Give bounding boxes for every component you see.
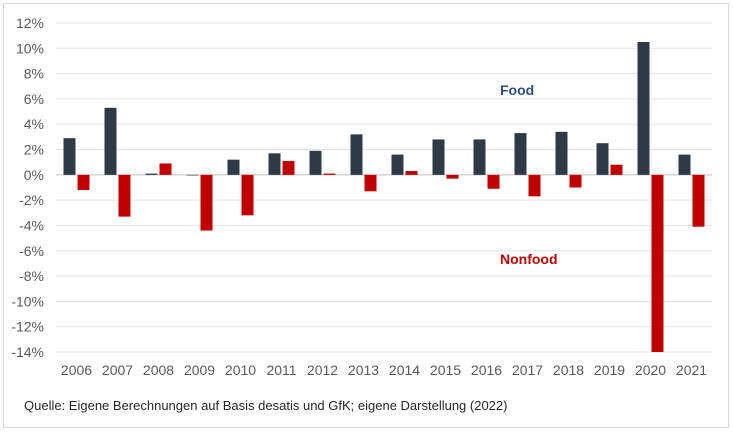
y-tick-label: -12% xyxy=(11,319,44,335)
y-tick-label: -6% xyxy=(19,243,44,259)
x-tick-label: 2009 xyxy=(184,362,215,378)
bar-food-2008 xyxy=(145,173,158,175)
x-tick-label: 2010 xyxy=(225,362,256,378)
y-axis-ticks: 12% 10% 8% 6% 4% 2% 0% -2% -4% -6% -8% -10% -12% -14% xyxy=(11,15,44,360)
x-tick-label: 2017 xyxy=(512,362,543,378)
y-tick-label: -14% xyxy=(11,344,44,360)
bar-nonfood-2018 xyxy=(569,174,582,188)
bar-food-2010 xyxy=(227,159,240,175)
bar-nonfood-2015 xyxy=(446,174,459,179)
bar-food-2007 xyxy=(104,107,117,175)
x-tick-label: 2020 xyxy=(635,362,666,378)
x-tick-label: 2014 xyxy=(389,362,420,378)
annotation-nonfood: Nonfood xyxy=(500,251,558,267)
bar-nonfood-2009 xyxy=(200,174,213,231)
x-tick-label: 2013 xyxy=(348,362,379,378)
y-tick-label: -8% xyxy=(19,268,44,284)
bar-nonfood-2011 xyxy=(282,160,295,175)
bar-food-2020 xyxy=(637,41,650,175)
bar-food-2012 xyxy=(309,150,322,175)
bar-food-2015 xyxy=(432,139,445,175)
bar-food-2011 xyxy=(268,153,281,175)
bar-nonfood-2017 xyxy=(528,174,541,197)
bar-food-2013 xyxy=(350,134,363,175)
x-tick-label: 2008 xyxy=(143,362,174,378)
x-tick-label: 2015 xyxy=(430,362,461,378)
bar-food-2014 xyxy=(391,154,404,175)
bar-nonfood-2020 xyxy=(651,174,664,352)
bar-food-2021 xyxy=(678,154,691,175)
y-tick-label: 4% xyxy=(24,116,44,132)
bar-food-2019 xyxy=(596,143,609,175)
x-tick-label: 2016 xyxy=(471,362,502,378)
y-tick-label: 10% xyxy=(16,40,44,56)
bar-food-2017 xyxy=(514,133,527,175)
bar-nonfood-2008 xyxy=(159,163,172,175)
source-note: Quelle: Eigene Berechnungen auf Basis de… xyxy=(24,398,508,413)
y-tick-label: -10% xyxy=(11,293,44,309)
bar-nonfood-2019 xyxy=(610,164,623,175)
x-tick-label: 2018 xyxy=(553,362,584,378)
y-tick-label: 8% xyxy=(24,66,44,82)
bar-nonfood-2006 xyxy=(77,174,90,191)
bars xyxy=(63,41,705,352)
bar-food-2018 xyxy=(555,131,568,175)
x-tick-label: 2007 xyxy=(102,362,133,378)
x-tick-label: 2021 xyxy=(676,362,707,378)
x-tick-label: 2019 xyxy=(594,362,625,378)
annotation-food: Food xyxy=(500,82,534,98)
y-tick-label: 6% xyxy=(24,91,44,107)
x-tick-label: 2011 xyxy=(266,362,296,378)
x-tick-label: 2006 xyxy=(61,362,92,378)
bar-food-2009 xyxy=(186,174,199,176)
bar-nonfood-2013 xyxy=(364,174,377,192)
bar-nonfood-2012 xyxy=(323,173,336,175)
bar-food-2016 xyxy=(473,139,486,175)
bar-food-2006 xyxy=(63,138,76,175)
y-tick-label: 2% xyxy=(24,142,44,158)
gridlines xyxy=(56,22,712,353)
bar-nonfood-2014 xyxy=(405,171,418,175)
bar-nonfood-2021 xyxy=(692,174,705,227)
x-tick-label: 2012 xyxy=(307,362,338,378)
y-tick-label: -2% xyxy=(19,192,44,208)
bar-nonfood-2016 xyxy=(487,174,500,189)
y-tick-label: 12% xyxy=(16,15,44,31)
bar-nonfood-2007 xyxy=(118,174,131,217)
y-tick-label: -4% xyxy=(19,217,44,233)
bar-nonfood-2010 xyxy=(241,174,254,216)
x-axis-ticks: 2006 2007 2008 2009 2010 2011 2012 2013 2014 2015… xyxy=(61,362,707,378)
y-tick-label: 0% xyxy=(24,167,44,183)
